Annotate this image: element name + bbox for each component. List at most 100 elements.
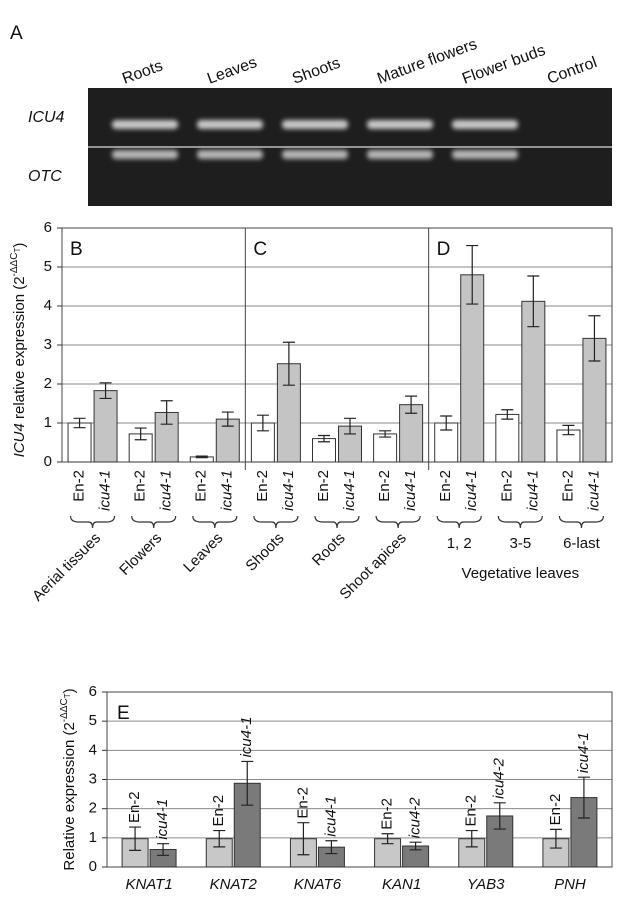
bar-label: icu4-1	[158, 470, 175, 511]
bar-label: icu4-1	[238, 717, 255, 758]
y-axis-label-part: )	[61, 688, 78, 693]
y-tick-label: 0	[89, 858, 97, 875]
y-tick-label: 3	[89, 770, 97, 787]
y-axis-label-part: -ΔΔC	[59, 698, 70, 722]
brace	[254, 516, 298, 528]
bar-label: icu4-1	[575, 732, 592, 773]
y-tick-label: 6	[44, 219, 52, 236]
brace	[193, 516, 237, 528]
brace	[315, 516, 359, 528]
bar-label: icu4-1	[280, 470, 297, 511]
gel-band	[197, 120, 263, 129]
bar	[68, 423, 91, 462]
bar-label: En-2	[547, 794, 564, 826]
gel-band	[367, 120, 433, 129]
bar	[94, 391, 117, 462]
bar-label: icu4-1	[154, 799, 171, 840]
y-tick-label: 1	[44, 414, 52, 431]
lane-label: Leaves	[205, 54, 259, 88]
bar-label: icu4-1	[524, 470, 541, 511]
panel-label: D	[437, 239, 451, 260]
brace	[559, 516, 603, 528]
bar-label: En-2	[126, 791, 143, 823]
y-axis-label: ICU4 relative expression (2-ΔΔCT)	[9, 243, 28, 458]
group-label: Vegetative leaves	[462, 565, 580, 582]
brace	[132, 516, 176, 528]
x-tick-label: KAN1	[382, 876, 421, 893]
y-tick-label: 5	[89, 712, 97, 729]
category-label: Leaves	[180, 530, 226, 576]
panel-label: A	[10, 23, 23, 44]
bar-label: icu4-1	[219, 470, 236, 511]
y-axis-label-part: ICU4	[11, 423, 28, 457]
gel-band	[112, 150, 178, 159]
lane-label: Control	[545, 54, 599, 88]
y-axis-label: Relative expression (2-ΔΔCT)	[59, 688, 78, 870]
figure: A RootsLeavesShootsMature flowersFlower …	[0, 0, 623, 897]
bar-label: icu4-1	[585, 470, 602, 511]
bar-label: icu4-2	[491, 757, 508, 799]
x-tick-label: KNAT6	[294, 876, 342, 893]
gel-band	[282, 150, 348, 159]
y-tick-label: 4	[44, 297, 52, 314]
x-tick-label: KNAT1	[125, 876, 172, 893]
lane-label: Shoots	[290, 55, 343, 88]
x-tick-label: KNAT2	[210, 876, 258, 893]
category-label: Aerial tissues	[29, 530, 104, 605]
bar-label: En-2	[559, 470, 576, 502]
bar-label: En-2	[254, 470, 271, 502]
bar-label: En-2	[210, 795, 227, 827]
category-label: Roots	[309, 530, 349, 570]
y-tick-label: 6	[89, 683, 97, 700]
bar-label: En-2	[379, 798, 396, 830]
bar-label: icu4-1	[463, 470, 480, 511]
gel-band	[367, 150, 433, 159]
gel-band	[282, 120, 348, 129]
bar-label: icu4-1	[97, 470, 114, 511]
y-tick-label: 3	[44, 336, 52, 353]
bar-label: icu4-1	[322, 796, 339, 837]
bar-label: En-2	[193, 470, 210, 502]
y-tick-label: 4	[89, 741, 97, 758]
bar-label: En-2	[294, 787, 311, 819]
bar-label: icu4-1	[402, 470, 419, 511]
bar	[374, 434, 397, 462]
bar-label: En-2	[437, 470, 454, 502]
bar-label: En-2	[498, 470, 515, 502]
row-label: OTC	[28, 168, 62, 185]
lane-label: Roots	[120, 57, 165, 87]
brace	[71, 516, 115, 528]
category-label: 6-last	[563, 535, 601, 552]
category-label: 3-5	[509, 535, 531, 552]
bar-label: En-2	[315, 470, 332, 502]
bar	[496, 414, 519, 462]
panel-label: B	[70, 239, 83, 260]
y-tick-label: 0	[44, 453, 52, 470]
panel-label: E	[117, 703, 130, 724]
bar-label: icu4-2	[407, 797, 424, 839]
y-tick-label: 2	[89, 800, 97, 817]
gel-band	[452, 150, 518, 159]
gel-band	[112, 120, 178, 129]
bar-label: En-2	[132, 470, 149, 502]
brace	[376, 516, 420, 528]
y-axis-label-part: relative expression (2	[11, 276, 28, 423]
gel-band	[452, 120, 518, 129]
brace	[498, 516, 542, 528]
category-label: 1, 2	[447, 535, 472, 552]
bar-label: En-2	[376, 470, 393, 502]
y-axis-label-part: Relative expression (2	[61, 722, 78, 870]
category-label: Shoots	[242, 530, 287, 575]
row-label: ICU4	[28, 109, 65, 126]
gel-band	[197, 150, 263, 159]
bar-label: icu4-1	[341, 470, 358, 511]
category-label: Flowers	[116, 530, 165, 579]
x-tick-label: YAB3	[467, 876, 505, 893]
y-axis-label-part: )	[11, 243, 28, 248]
x-tick-label: PNH	[554, 876, 586, 893]
y-axis-label-part: -ΔΔC	[9, 253, 20, 277]
bar-label: En-2	[71, 470, 88, 502]
bar-label: En-2	[463, 795, 480, 827]
y-tick-label: 2	[44, 375, 52, 392]
panel-label: C	[253, 239, 267, 260]
